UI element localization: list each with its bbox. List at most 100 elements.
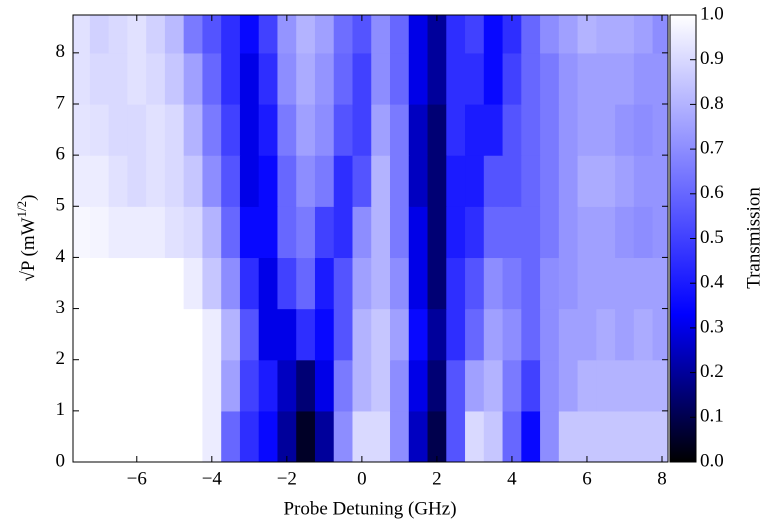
heatmap-cell: [502, 15, 522, 54]
heatmap-cell: [258, 410, 279, 462]
heatmap-cell: [183, 52, 204, 105]
heatmap-cell: [333, 359, 354, 412]
heatmap-cell: [427, 103, 447, 156]
heatmap-cell: [221, 359, 241, 412]
heatmap-cell: [502, 308, 522, 361]
heatmap-cell: [108, 359, 128, 412]
heatmap-cell: [577, 206, 597, 259]
y-label-close: ): [18, 194, 39, 200]
heatmap-cell: [502, 155, 522, 207]
heatmap-cell: [633, 52, 654, 105]
heatmap-cell: [615, 15, 635, 54]
heatmap-cell: [221, 103, 241, 156]
heatmap-cell: [183, 103, 204, 156]
heatmap-cell: [258, 15, 279, 54]
heatmap-cell: [465, 15, 485, 54]
heatmap-cell: [164, 103, 185, 156]
heatmap-cell: [427, 52, 447, 105]
y-tick-label: 7: [56, 92, 66, 113]
heatmap-cell: [73, 103, 91, 156]
heatmap-cell: [202, 359, 222, 412]
heatmap-cell: [202, 155, 222, 207]
heatmap-cell: [146, 410, 166, 462]
heatmap-cell: [352, 410, 372, 462]
heatmap-cell: [108, 52, 128, 105]
heatmap-cell: [408, 15, 429, 54]
heatmap-cell: [127, 15, 147, 54]
heatmap-cell: [483, 206, 504, 259]
heatmap-cell: [596, 410, 616, 462]
heatmap-cell: [183, 410, 204, 462]
plot-frame: [72, 14, 669, 463]
heatmap-cell: [239, 308, 260, 361]
heatmap-cell: [183, 308, 204, 361]
heatmap-cell: [239, 257, 260, 310]
x-tick-label: −6: [127, 468, 147, 489]
heatmap-cell: [352, 155, 372, 207]
heatmap-cell: [427, 359, 447, 412]
heatmap-cell: [352, 15, 372, 54]
heatmap-cell: [465, 206, 485, 259]
heatmap: [73, 15, 668, 462]
heatmap-cell: [408, 155, 429, 207]
heatmap-cell: [502, 52, 522, 105]
heatmap-cell: [483, 257, 504, 310]
heatmap-cell: [408, 52, 429, 105]
heatmap-cell: [558, 15, 579, 54]
heatmap-cell: [390, 206, 410, 259]
heatmap-cell: [352, 103, 372, 156]
heatmap-cell: [446, 359, 466, 412]
heatmap-cell: [615, 257, 635, 310]
heatmap-cell: [89, 308, 110, 361]
colorbar-tick-label: 0.0: [700, 450, 724, 471]
colorbar-label: Transmission: [743, 187, 764, 289]
heatmap-cell: [108, 206, 128, 259]
heatmap-cell: [615, 206, 635, 259]
heatmap-cell: [652, 308, 668, 361]
heatmap-cell: [258, 359, 279, 412]
heatmap-cell: [277, 52, 297, 105]
heatmap-cell: [146, 206, 166, 259]
heatmap-cell: [652, 359, 668, 412]
heatmap-cell: [258, 308, 279, 361]
colorbar-tick-label: 0.5: [700, 227, 724, 248]
heatmap-cell: [577, 15, 597, 54]
heatmap-cell: [73, 15, 91, 54]
heatmap-cell: [314, 52, 335, 105]
colorbar-tick-label: 1.0: [700, 3, 724, 24]
heatmap-cell: [558, 308, 579, 361]
heatmap-cell: [371, 52, 391, 105]
heatmap-cell: [108, 155, 128, 207]
heatmap-cell: [408, 257, 429, 310]
heatmap-cell: [446, 15, 466, 54]
heatmap-cell: [221, 52, 241, 105]
heatmap-cell: [183, 155, 204, 207]
heatmap-cell: [314, 410, 335, 462]
heatmap-cell: [427, 206, 447, 259]
heatmap-cell: [89, 410, 110, 462]
colorbar-tick-label: 0.9: [700, 48, 724, 69]
heatmap-cell: [108, 410, 128, 462]
heatmap-cell: [371, 15, 391, 54]
heatmap-cell: [483, 308, 504, 361]
heatmap-cell: [502, 103, 522, 156]
heatmap-cell: [540, 206, 560, 259]
heatmap-cell: [164, 206, 185, 259]
heatmap-cell: [127, 410, 147, 462]
heatmap-cell: [615, 52, 635, 105]
heatmap-cell: [221, 206, 241, 259]
heatmap-cell: [258, 257, 279, 310]
heatmap-cell: [633, 308, 654, 361]
y-tick-label: 2: [56, 348, 66, 369]
heatmap-cell: [164, 308, 185, 361]
heatmap-cell: [277, 308, 297, 361]
heatmap-cell: [73, 155, 91, 207]
heatmap-cell: [483, 103, 504, 156]
heatmap-cell: [596, 359, 616, 412]
y-tick-label: 3: [56, 297, 66, 318]
heatmap-cell: [427, 410, 447, 462]
heatmap-cell: [371, 359, 391, 412]
heatmap-cell: [296, 206, 316, 259]
y-axis-label: √P (mW1/2): [14, 194, 39, 281]
heatmap-cell: [558, 103, 579, 156]
